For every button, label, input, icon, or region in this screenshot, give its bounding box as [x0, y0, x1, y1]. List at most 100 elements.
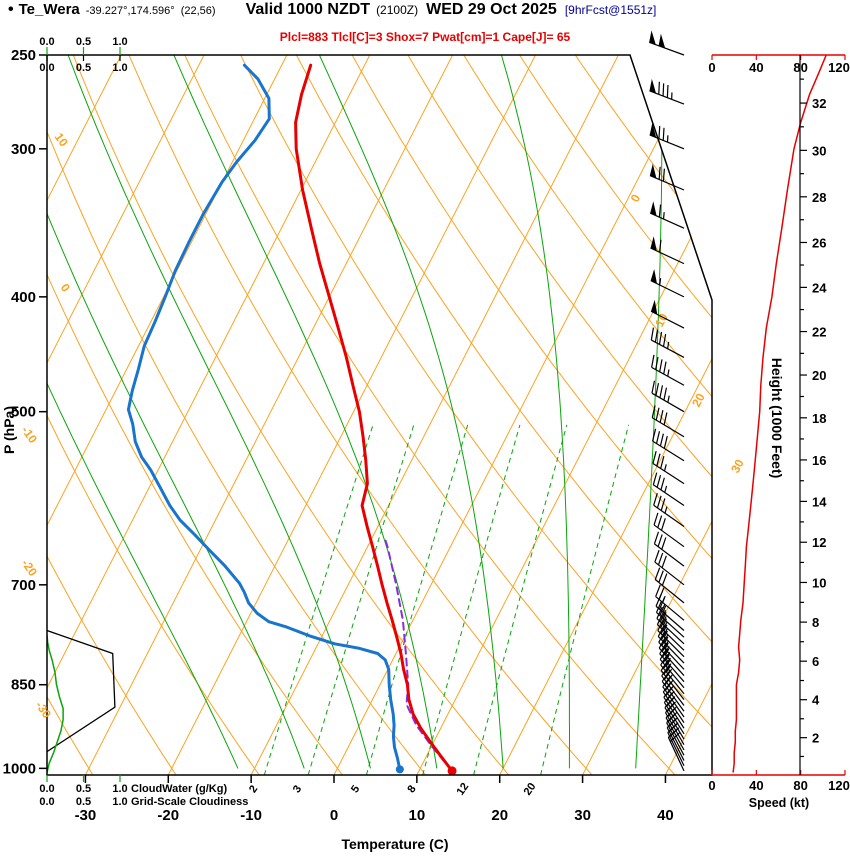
barb-full-tick — [662, 83, 665, 97]
barb-staff — [664, 712, 685, 745]
barb-full-tick — [661, 537, 667, 550]
height-tick-label: 30 — [812, 143, 826, 158]
wind-barb — [654, 567, 685, 604]
barb-full-tick — [654, 329, 659, 343]
dry-adiabat-line — [216, 55, 712, 775]
cloudiness-top-tick-label: 0.5 — [76, 62, 91, 74]
grid-line-label: -30 — [33, 699, 55, 722]
barb-full-tick — [660, 518, 666, 531]
mixing-ratio-line — [365, 424, 469, 775]
height-tick-label: 10 — [812, 575, 826, 590]
temperature-tick-label: -10 — [240, 807, 262, 824]
barb-full-tick — [653, 512, 659, 526]
barb-full-tick — [660, 622, 668, 635]
barb-staff — [651, 366, 685, 386]
speed-tick-label: 40 — [749, 778, 763, 793]
barb-staff — [655, 605, 685, 631]
mixing-ratio-label: 5 — [349, 783, 362, 795]
barb-full-tick — [658, 239, 662, 253]
barb-full-tick — [659, 609, 667, 622]
barb-full-tick — [659, 359, 663, 372]
barb-half-tick — [664, 642, 669, 650]
barb-half-tick — [663, 618, 668, 626]
height-tick-label: 28 — [812, 190, 826, 205]
barb-full-tick — [655, 357, 659, 370]
barb-staff — [655, 596, 685, 621]
barb-full-tick — [656, 606, 663, 619]
wind-barbs — [649, 30, 685, 772]
parcel-path-curve — [383, 537, 454, 772]
wind-barb — [657, 624, 685, 664]
height-axis-title: Height (1000 Feet) — [769, 358, 785, 479]
wind-barb — [650, 269, 685, 298]
dewpoint-curve — [126, 63, 402, 771]
isotherm-line — [333, 55, 702, 775]
height-tick-label: 2 — [812, 731, 819, 746]
barb-staff — [651, 339, 685, 358]
wind-barb — [650, 327, 685, 358]
barb-staff — [651, 392, 685, 413]
isotherm-line — [47, 55, 205, 775]
barb-staff — [649, 41, 685, 56]
moist-adiabat-line — [173, 55, 438, 769]
height-tick-label: 6 — [812, 654, 819, 669]
sounding-parameters-line: Plcl=883 Tlcl[C]=3 Shox=7 Pwat[cm]=1 Cap… — [279, 30, 571, 44]
barb-full-tick — [655, 600, 663, 613]
isotherm-line — [47, 55, 288, 775]
wind-barb — [649, 201, 685, 229]
barb-staff — [656, 624, 685, 651]
mixing-ratio-label: 3 — [291, 783, 304, 795]
barb-half-tick — [662, 605, 667, 613]
cloudwater-top-tick-label: 0.0 — [39, 36, 54, 48]
barb-full-tick — [662, 646, 670, 658]
temperature-tick-label: 0 — [330, 807, 338, 824]
barb-half-tick — [667, 395, 670, 403]
barb-staff — [667, 737, 685, 772]
barb-full-tick — [655, 382, 660, 396]
pressure-axis-title: P (hPa) — [1, 406, 17, 454]
barb-staff — [661, 675, 685, 706]
barb-staff — [652, 484, 685, 506]
dry-adiabat-line — [82, 55, 712, 775]
barb-staff — [661, 680, 685, 712]
barb-full-tick — [650, 327, 655, 341]
wind-barb — [652, 451, 685, 485]
pressure-tick-label: 500 — [11, 404, 36, 421]
station-name: Te_Wera — [18, 1, 80, 18]
temperature-tick-label: 30 — [574, 807, 591, 824]
barb-full-tick — [651, 405, 656, 418]
barb-half-tick — [666, 341, 670, 349]
barb-staff — [654, 579, 685, 604]
pressure-tick-label: 700 — [11, 577, 36, 594]
station-coords: -39.227°,174.596° — [85, 5, 175, 17]
dry-adiabat-line — [47, 55, 510, 775]
wind-barb — [650, 299, 685, 329]
pressure-tick-label: 250 — [11, 47, 36, 64]
mixing-ratio-label: 2 — [247, 783, 260, 795]
wind-barb — [651, 405, 685, 438]
grid-line-label: 20 — [689, 391, 708, 410]
pressure-tick-label: 400 — [11, 289, 36, 306]
height-tick-label: 4 — [812, 693, 820, 708]
barb-full-tick — [661, 555, 667, 568]
zulu-time: (2100Z) — [376, 3, 419, 17]
cloudiness-bottom-tick-label: 1.0 — [112, 796, 127, 808]
dry-adiabat-line — [47, 55, 177, 775]
station-gridref: (22,56) — [180, 5, 216, 17]
isotherm-line — [416, 55, 712, 775]
barb-full-tick — [657, 618, 665, 631]
barb-staff — [667, 732, 685, 767]
barb-staff — [650, 310, 685, 329]
wind-barb — [653, 531, 685, 567]
cloud-water-curve — [47, 635, 64, 773]
cloudiness-bottom-tick-label: 0.5 — [76, 796, 91, 808]
wind-barb — [649, 78, 685, 105]
barb-full-tick — [658, 630, 666, 643]
wind-barb — [656, 606, 685, 645]
moist-adiabat-line — [47, 55, 305, 769]
barb-full-tick — [659, 642, 667, 655]
barb-full-tick — [660, 628, 668, 641]
cloudwater-bottom-tick-label: 1.0 — [112, 783, 127, 795]
